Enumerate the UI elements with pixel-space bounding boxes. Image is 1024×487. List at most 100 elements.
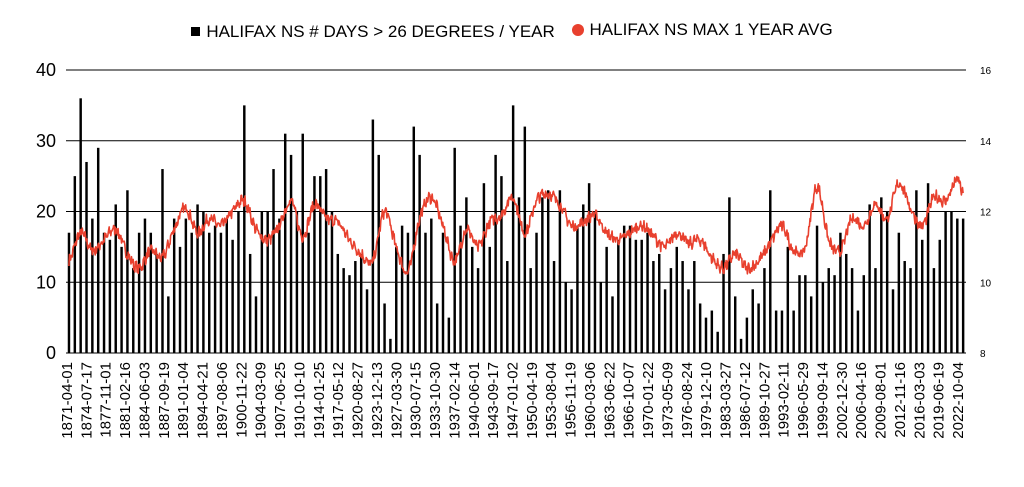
bar <box>599 282 603 353</box>
x-tick-label: 1884-06-03 <box>136 362 153 439</box>
bar <box>774 310 778 353</box>
y-left-tick-label: 40 <box>36 60 56 80</box>
bar <box>149 232 153 353</box>
x-tick-label: 1983-03-27 <box>718 362 735 439</box>
x-tick-label: 2022-10-04 <box>950 362 967 439</box>
bar <box>716 331 719 353</box>
legend-circle-icon <box>571 24 584 36</box>
x-tick-label: 1881-02-16 <box>117 362 134 439</box>
bar <box>412 126 416 353</box>
bar <box>301 133 304 353</box>
bar <box>120 246 123 353</box>
bar <box>921 239 924 353</box>
bar <box>319 176 322 353</box>
bar <box>658 253 661 353</box>
bar <box>208 232 211 353</box>
x-tick-label: 1894-04-21 <box>195 362 212 439</box>
bar <box>622 225 626 353</box>
bar <box>605 246 608 353</box>
bar <box>132 268 135 353</box>
bar <box>365 289 369 353</box>
y-left-tick-label: 30 <box>36 131 56 151</box>
x-tick-label: 1963-06-22 <box>601 362 618 439</box>
bar <box>371 119 375 354</box>
x-tick-label: 1923-12-13 <box>369 362 386 439</box>
bar <box>745 317 749 353</box>
bar <box>611 296 614 353</box>
bar <box>751 289 754 353</box>
bar <box>862 275 866 353</box>
x-tick-label: 1877-11-01 <box>98 362 115 438</box>
x-tick-label: 1917-05-12 <box>330 362 347 439</box>
x-tick-label: 2009-08-01 <box>873 362 890 439</box>
x-tick-label: 1993-02-11 <box>776 362 793 438</box>
bar <box>172 218 176 353</box>
bar <box>126 190 129 353</box>
x-tick-label: 1950-04-19 <box>524 362 541 439</box>
bar <box>184 218 188 353</box>
bar <box>950 211 953 353</box>
x-tick-label: 1943-09-17 <box>485 362 502 439</box>
bar <box>488 246 491 353</box>
bar <box>447 317 451 353</box>
bar <box>272 169 275 353</box>
bar <box>231 239 234 353</box>
x-tick-label: 1973-05-09 <box>659 362 676 439</box>
bar <box>880 197 883 353</box>
y-right-tick-label: 12 <box>980 208 992 219</box>
bar <box>804 275 807 353</box>
bar <box>687 289 690 353</box>
bar <box>389 338 392 353</box>
x-tick-label: 1914-01-25 <box>311 362 328 439</box>
bar <box>471 246 474 353</box>
bar <box>307 232 310 353</box>
bar <box>944 211 947 353</box>
bar <box>219 232 223 353</box>
bar <box>266 211 269 353</box>
bar <box>897 232 901 353</box>
x-tick-label: 1989-10-27 <box>756 362 773 439</box>
bar <box>254 296 258 353</box>
bar <box>500 176 503 353</box>
bar <box>693 261 696 353</box>
x-tick-label: 1937-02-14 <box>446 362 463 439</box>
bar <box>564 282 567 353</box>
bar <box>827 268 830 353</box>
x-tick-label: 1930-07-15 <box>408 362 425 439</box>
legend-label-bars: HALIFAX NS # DAYS > 26 DEGREES / YEAR <box>206 21 555 41</box>
bar <box>885 211 889 353</box>
x-tick-label: 1960-03-06 <box>582 362 599 439</box>
bar <box>91 218 94 353</box>
legend-label-line: HALIFAX NS MAX 1 YEAR AVG <box>589 20 833 39</box>
bar <box>196 204 199 353</box>
bar <box>476 268 480 353</box>
bar <box>961 218 965 353</box>
x-tick-label: 2012-11-16 <box>892 362 909 438</box>
bar <box>809 296 813 353</box>
bar <box>441 232 445 353</box>
x-tick-label: 2016-03-03 <box>911 362 928 439</box>
bar <box>541 197 544 353</box>
x-tick-label: 1900-11-22 <box>233 362 250 438</box>
bar <box>698 303 702 353</box>
x-tick-label: 1904-03-09 <box>253 362 270 439</box>
y-right-tick-label: 8 <box>980 349 986 360</box>
x-tick-label: 1910-10-10 <box>291 362 308 439</box>
bar <box>178 246 182 353</box>
bar <box>336 253 340 353</box>
x-tick-label: 1920-08-27 <box>350 362 367 439</box>
legend-entry-line: HALIFAX NS MAX 1 YEAR AVG <box>571 20 833 40</box>
bar <box>260 211 264 353</box>
bar <box>517 197 521 353</box>
bar <box>225 218 228 353</box>
bar <box>155 253 158 353</box>
bar <box>395 246 398 353</box>
bar <box>821 282 825 353</box>
bar <box>535 232 538 353</box>
bar <box>237 211 240 353</box>
x-tick-label: 1979-12-10 <box>698 362 715 439</box>
bar <box>465 197 468 353</box>
bar <box>634 239 638 353</box>
bar <box>704 317 708 353</box>
